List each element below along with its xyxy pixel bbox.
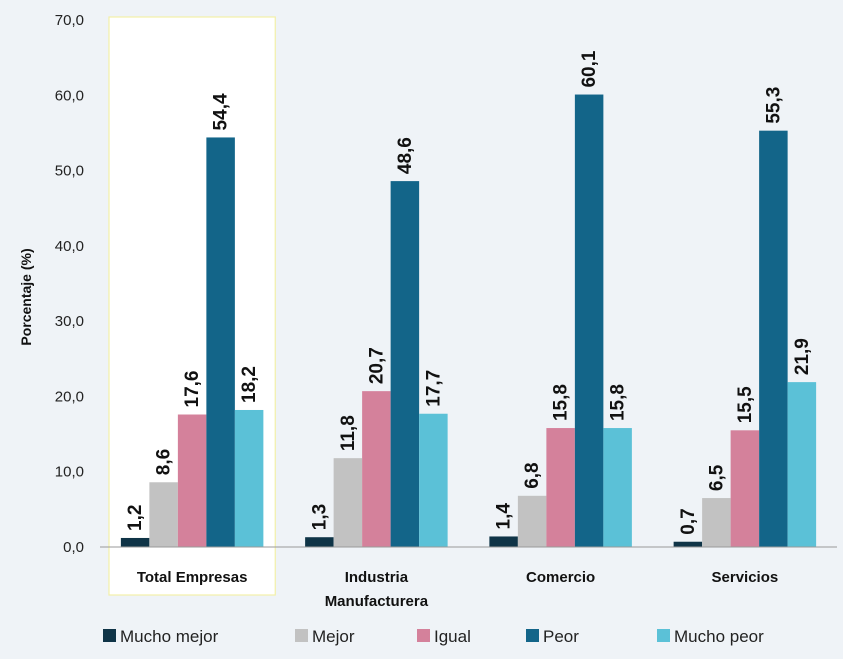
bar xyxy=(177,414,207,547)
bar xyxy=(149,482,178,547)
data-label: 11,8 xyxy=(338,415,359,451)
bar xyxy=(362,391,391,547)
data-label: 1,2 xyxy=(125,505,146,531)
bar xyxy=(787,382,817,547)
bar xyxy=(206,137,235,547)
bars xyxy=(120,94,817,548)
y-axis-title: Porcentaje (%) xyxy=(18,248,34,345)
y-tick-label: 70,0 xyxy=(55,12,84,29)
bar xyxy=(759,130,788,548)
bar xyxy=(517,495,547,547)
bar xyxy=(489,536,518,547)
data-label: 6,8 xyxy=(522,462,543,488)
legend-swatch xyxy=(295,629,308,642)
y-tick-label: 40,0 xyxy=(55,238,84,255)
data-label: 54,4 xyxy=(211,93,232,130)
data-label: 15,8 xyxy=(608,384,629,421)
y-tick-label: 30,0 xyxy=(55,313,84,330)
data-label: 6,5 xyxy=(706,464,727,491)
data-label: 17,6 xyxy=(182,371,203,408)
x-tick-label: Total Empresas xyxy=(137,569,248,586)
data-label: 17,7 xyxy=(423,370,444,407)
legend-swatch xyxy=(103,629,116,642)
legend-label: Mucho mejor xyxy=(120,627,219,646)
data-label: 1,3 xyxy=(309,504,330,530)
legend-swatch xyxy=(417,629,430,642)
data-labels: 1,2 8,6 17,6 54,4 18,2 1,3 11,8 20,7 48,6 17,7 1,4… xyxy=(125,50,813,535)
x-axis-tick-labels: Total Empresas Industria Manufacturera Come… xyxy=(137,569,778,610)
y-tick-label: 20,0 xyxy=(55,388,84,405)
legend-swatch xyxy=(657,629,670,642)
data-label: 55,3 xyxy=(763,87,784,124)
x-tick-label: Industria Manufacturera xyxy=(325,569,429,610)
bar xyxy=(333,458,363,547)
bar xyxy=(702,498,731,547)
data-label: 20,7 xyxy=(366,347,387,384)
y-axis: 0,0 10,0 20,0 30,0 40,0 50,0 60,0 70,0 xyxy=(55,12,84,556)
y-tick-label: 60,0 xyxy=(55,87,84,104)
legend-swatch xyxy=(526,629,539,642)
data-label: 15,5 xyxy=(735,386,756,423)
legend-label: Peor xyxy=(543,627,579,646)
bar xyxy=(305,537,334,547)
bar xyxy=(673,541,703,547)
data-label: 18,2 xyxy=(239,366,260,403)
x-tick-label: Servicios xyxy=(712,569,779,586)
data-label: 60,1 xyxy=(579,50,600,87)
data-label: 1,4 xyxy=(494,503,515,530)
legend: Mucho mejor Mejor Igual Peor Mucho peor xyxy=(103,627,764,646)
y-tick-label: 50,0 xyxy=(55,163,84,180)
bar xyxy=(730,430,760,547)
legend-label: Mejor xyxy=(312,627,355,646)
y-tick-label: 0,0 xyxy=(63,539,84,556)
legend-label: Mucho peor xyxy=(674,627,764,646)
data-label: 15,8 xyxy=(551,384,572,421)
bar xyxy=(546,428,575,547)
data-label: 8,6 xyxy=(154,449,175,475)
bar xyxy=(390,181,420,547)
bar xyxy=(603,428,632,547)
bar xyxy=(574,94,604,547)
bar xyxy=(419,413,448,547)
y-tick-label: 10,0 xyxy=(55,464,84,481)
bar xyxy=(120,537,150,547)
legend-label: Igual xyxy=(434,627,471,646)
data-label: 0,7 xyxy=(678,508,699,534)
data-label: 21,9 xyxy=(792,338,813,375)
x-tick-label: Comercio xyxy=(526,569,595,586)
data-label: 48,6 xyxy=(395,137,416,174)
bar xyxy=(234,409,264,547)
